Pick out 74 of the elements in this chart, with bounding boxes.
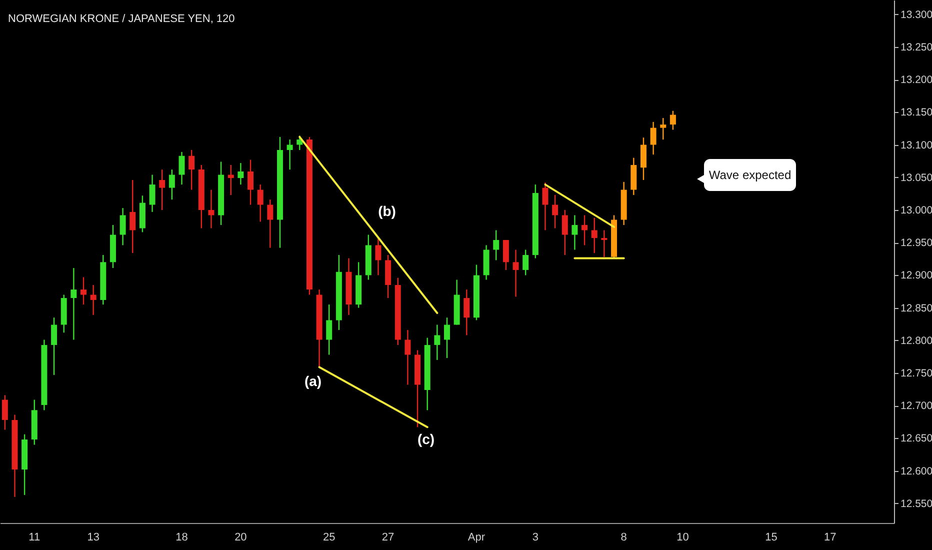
candlestick <box>168 168 175 200</box>
candlestick <box>404 329 411 386</box>
candlestick <box>512 249 519 298</box>
candlestick <box>591 217 598 254</box>
candlestick <box>601 230 608 258</box>
y-tick-label: 13.200 <box>900 74 932 86</box>
x-tick-label: 27 <box>382 532 394 544</box>
candlestick <box>90 284 96 316</box>
candlestick <box>238 162 244 186</box>
candlestick <box>248 159 254 206</box>
x-tick-label: 17 <box>824 532 836 544</box>
y-tick-label: 13.150 <box>900 106 932 119</box>
candlestick <box>286 138 293 170</box>
x-tick-label: 13 <box>87 532 100 544</box>
annotation: (a) <box>304 373 322 389</box>
candlestick <box>208 189 214 229</box>
candlestick <box>326 304 332 356</box>
candlestick <box>502 239 509 271</box>
y-tick-label: 12.950 <box>900 237 932 250</box>
candlestick <box>522 249 529 276</box>
y-tick-label: 13.050 <box>900 172 932 184</box>
x-tick-label: 8 <box>620 532 627 544</box>
y-tick-label: 12.800 <box>900 334 932 347</box>
candlestick <box>542 182 548 231</box>
y-tick-label: 12.650 <box>900 432 932 445</box>
candlestick <box>493 230 500 261</box>
x-tick-label: 20 <box>234 532 247 544</box>
candlestick <box>572 214 578 250</box>
y-tick-label: 13.000 <box>900 204 932 216</box>
candlestick <box>51 316 58 376</box>
x-tick-label: 10 <box>676 532 689 544</box>
y-tick-label: 13.100 <box>900 139 932 152</box>
candlestick <box>464 288 470 336</box>
candlestick <box>2 394 8 430</box>
candlestick <box>296 135 303 151</box>
candlestick <box>188 149 195 190</box>
y-tick-label: 12.550 <box>900 498 932 510</box>
y-tick-label: 13.250 <box>900 41 932 54</box>
x-tick-label: 11 <box>28 532 40 544</box>
candlestick <box>582 214 588 246</box>
candlestick <box>434 324 440 361</box>
annotation: (c) <box>417 431 435 447</box>
candlestick <box>178 151 185 186</box>
x-tick-label: 3 <box>532 532 538 544</box>
x-tick-label: 18 <box>176 532 188 544</box>
candlestick <box>375 237 382 276</box>
candlestick <box>130 179 136 254</box>
candlestick <box>660 117 666 140</box>
y-tick-label: 13.300 <box>900 8 932 21</box>
annotation: (b) <box>378 203 396 219</box>
y-tick-label: 12.750 <box>900 368 932 380</box>
y-tick-label: 12.900 <box>900 270 932 282</box>
candlestick <box>257 184 264 222</box>
y-tick-label: 12.850 <box>900 302 932 314</box>
candlestick <box>159 168 166 211</box>
candlestick <box>640 136 646 181</box>
candlestick <box>650 121 656 156</box>
y-tick-label: 12.600 <box>900 465 932 478</box>
candlestick <box>670 110 676 130</box>
candlestick <box>562 209 568 256</box>
candlestick <box>70 267 77 340</box>
x-tick-label: 15 <box>765 532 778 544</box>
candlestick <box>267 198 274 248</box>
candlestick <box>149 174 156 213</box>
candlestick <box>444 316 450 359</box>
candlestick <box>552 194 558 229</box>
candlestick <box>80 276 87 306</box>
x-tick-label: 25 <box>322 532 336 544</box>
annotation: Wave expected <box>708 168 792 182</box>
candlestick <box>120 207 126 246</box>
candlestick <box>228 164 234 196</box>
text: NORWEGIAN KRONE / JAPANESE YEN, 120 <box>8 13 235 25</box>
x-tick-label: Apr <box>468 532 486 544</box>
y-tick-label: 12.700 <box>900 400 932 412</box>
